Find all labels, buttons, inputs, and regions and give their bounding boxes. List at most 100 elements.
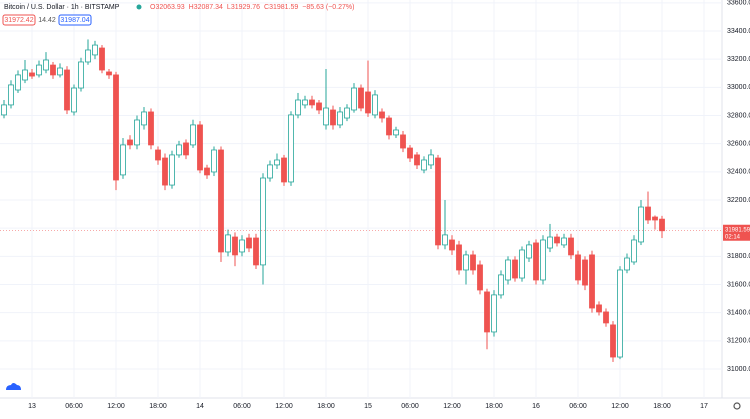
x-tick-label: 18:00 [317,403,335,410]
candle-body [407,147,413,159]
candle-body [638,206,644,243]
countdown: 02:14 [725,234,741,240]
x-tick-label: 12:00 [611,403,629,410]
x-tick-label: 18:00 [485,403,503,410]
candle-body [274,159,280,166]
candle-body [526,244,532,259]
candle-body [162,157,168,186]
logo[interactable] [6,383,21,390]
candle-body [92,44,98,56]
x-tick-label: 12:00 [107,403,125,410]
candle-body [1,104,7,116]
y-tick-label: 31000.00 [727,366,750,373]
candle-body [498,274,504,296]
x-tick-label: 18:00 [653,403,671,410]
candle-body [309,99,315,106]
candle-body [141,111,147,126]
candle-body [246,237,252,249]
candle-body [260,177,266,266]
candle-body [183,142,189,156]
candle-body [50,64,56,76]
candle-body [71,87,77,113]
legend-value: O32063.93 [150,4,185,11]
candle-body [190,124,196,146]
candle-body [659,218,665,232]
x-tick-label: 06:00 [233,403,251,410]
candle-body [533,242,539,281]
candle-body [148,111,154,146]
candle-body [610,324,616,358]
candle-body [456,244,462,271]
candle-body [267,164,273,179]
candle-body [155,149,161,161]
legend-value: −85.63 (−0.27%) [302,4,354,11]
candle-body [344,107,350,119]
candle-body [218,149,224,253]
candle-body [281,157,287,183]
x-tick-label: 18:00 [149,403,167,410]
last-price-box [723,224,750,241]
candle-body [8,84,14,106]
candle-body [435,157,441,246]
candle-body [484,291,490,333]
candle-body [449,239,455,251]
candle-body [603,311,609,324]
candle-body [540,239,546,281]
candle-body [323,107,329,126]
candle-body [204,167,210,176]
y-tick-label: 33200.00 [727,56,750,63]
y-tick-label: 32800.00 [727,112,750,119]
candle-body [365,91,371,114]
candle-body [470,254,476,271]
candle-body [547,236,553,249]
candle-body [302,99,308,106]
bid-box[interactable] [2,14,36,26]
x-tick-label: 12:00 [443,403,461,410]
candle-body [134,119,140,146]
candle-body [512,259,518,279]
y-tick-label: 31200.00 [727,338,750,345]
candle-body [43,59,49,71]
candle-body [421,159,427,171]
candle-body [330,109,336,126]
candle-body [239,239,245,253]
candle-body [337,111,343,126]
y-tick-label: 32600.00 [727,140,750,147]
x-tick-label: 06:00 [401,403,419,410]
candle-body [568,237,574,256]
x-tick-label: 15 [364,403,372,410]
candle-body [113,74,119,181]
candle-body [379,111,385,119]
candle-body [372,94,378,116]
candle-body [78,61,84,89]
candle-body [491,294,497,333]
candle-body [617,269,623,358]
candle-body [288,114,294,183]
y-tick-label: 32200.00 [727,197,750,204]
candle-body [589,254,595,309]
candle-body [57,67,63,76]
y-tick-label: 33400.00 [727,28,750,35]
candle-body [29,72,35,77]
y-tick-label: 32400.00 [727,169,750,176]
candle-body [400,134,406,149]
candle-body [15,74,21,91]
x-tick-label: 16 [532,403,540,410]
candle-body [295,99,301,116]
candle-body [463,254,469,271]
candle-body [624,257,630,271]
ask-box[interactable] [58,14,92,26]
settings-icon[interactable] [733,402,741,410]
candle-body [477,264,483,291]
market-status [136,4,142,10]
x-tick-label: 06:00 [569,403,587,410]
candle-body [561,237,567,246]
candle-body [596,304,602,313]
candle-body [505,259,511,281]
x-tick-label: 13 [28,403,36,410]
candle-body [36,64,42,76]
candle-body [64,69,70,111]
candle-body [99,47,105,71]
